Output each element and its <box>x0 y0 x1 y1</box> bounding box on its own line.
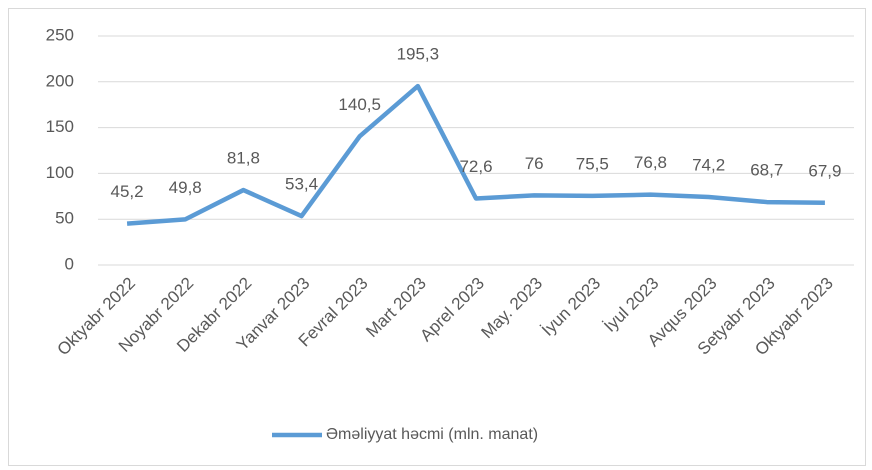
data-label: 76 <box>525 154 544 173</box>
data-label: 75,5 <box>576 154 609 173</box>
data-label: 67,9 <box>808 161 841 180</box>
y-tick-label: 150 <box>46 117 74 136</box>
legend-label: Əməliyyat həcmi (mln. manat) <box>326 426 538 443</box>
data-label: 74,2 <box>692 156 725 175</box>
line <box>126 83 825 226</box>
data-label: 45,2 <box>111 182 144 201</box>
data-label: 53,4 <box>285 175 318 194</box>
y-tick-label: 100 <box>46 163 74 182</box>
data-label: 140,5 <box>338 95 381 114</box>
y-tick-label: 200 <box>46 71 74 90</box>
data-label: 195,3 <box>397 45 440 64</box>
y-tick-label: 250 <box>46 25 74 44</box>
data-label: 81,8 <box>227 149 260 168</box>
data-label: 76,8 <box>634 153 667 172</box>
chart-frame <box>8 8 866 466</box>
y-tick-label: 0 <box>65 254 74 273</box>
data-label: 49,8 <box>169 178 202 197</box>
y-tick-label: 50 <box>55 209 74 228</box>
data-label: 68,7 <box>750 161 783 180</box>
data-label: 72,6 <box>459 157 492 176</box>
